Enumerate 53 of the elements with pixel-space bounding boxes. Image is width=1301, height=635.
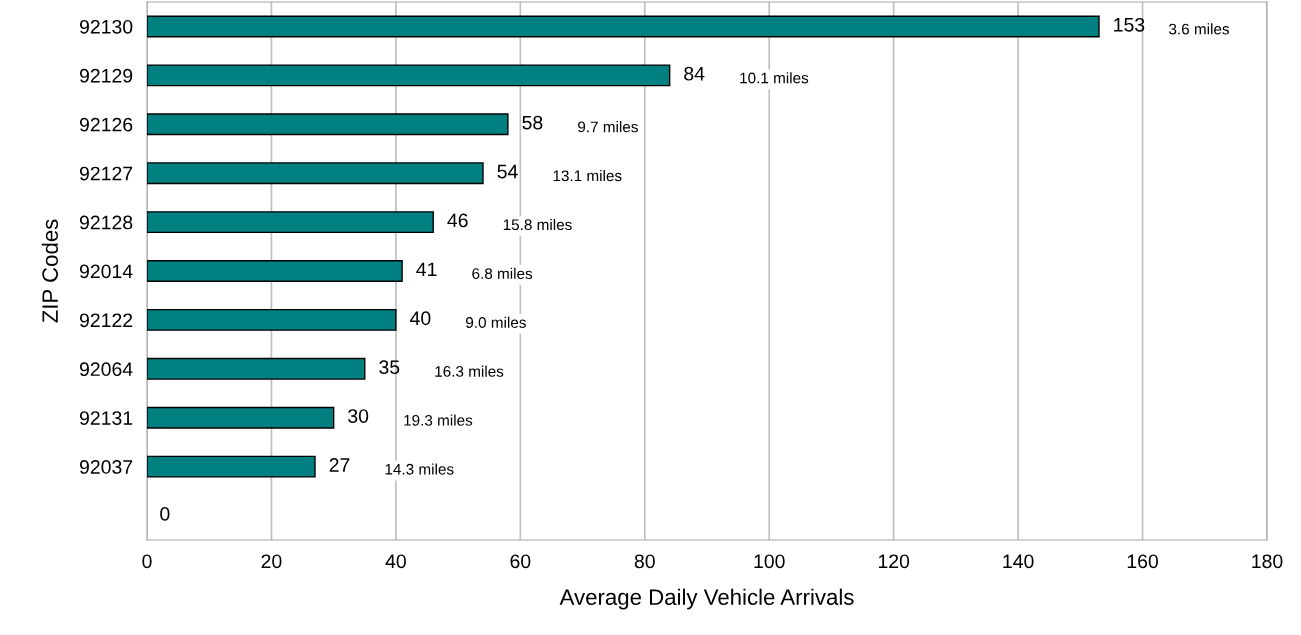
annotation: 10.1 miles <box>740 72 809 84</box>
annotation: 3.6 miles <box>1169 23 1230 35</box>
x-tick-label: 160 <box>1127 554 1159 569</box>
bar <box>147 113 509 136</box>
data-label: 0 <box>160 507 170 521</box>
annotation: 16.3 miles <box>435 365 504 377</box>
data-label: 30 <box>348 409 369 423</box>
annotation: 6.8 miles <box>472 267 533 280</box>
annotation: 13.1 miles <box>553 169 622 182</box>
x-tick-label: 140 <box>1003 554 1034 569</box>
y-axis-title: ZIP Codes <box>41 219 58 323</box>
bar <box>147 260 403 282</box>
x-tick-label: 80 <box>634 554 655 569</box>
bar <box>147 15 1100 38</box>
y-tick-label: 92122 <box>79 313 133 328</box>
x-tick-label: 60 <box>510 554 531 569</box>
data-label: 58 <box>522 115 543 130</box>
y-tick-label: 92129 <box>79 68 133 83</box>
data-label: 46 <box>447 213 468 228</box>
annotation: 14.3 miles <box>385 463 454 475</box>
y-tick-label: 92014 <box>79 264 133 279</box>
y-tick-label: 92064 <box>79 362 133 377</box>
bar <box>147 162 484 185</box>
data-label: 35 <box>379 360 400 375</box>
x-tick-label: 180 <box>1252 554 1283 569</box>
y-tick-label: 92131 <box>79 411 133 425</box>
bar <box>147 308 397 331</box>
bar <box>147 357 366 380</box>
x-axis-title: Average Daily Vehicle Arrivals <box>559 588 854 610</box>
x-tick-label: 0 <box>142 554 152 569</box>
data-label: 84 <box>684 66 705 81</box>
bar <box>147 406 335 429</box>
data-label: 40 <box>410 311 431 326</box>
annotation: 19.3 miles <box>404 414 473 426</box>
y-tick-label: 92127 <box>79 166 133 181</box>
y-tick-label: 92130 <box>79 19 133 34</box>
data-label: 54 <box>497 164 518 179</box>
bar <box>147 64 671 87</box>
annotation: 9.7 miles <box>578 121 638 133</box>
data-label: 153 <box>1114 17 1145 32</box>
data-label: 27 <box>329 458 350 472</box>
x-tick-label: 20 <box>261 554 282 569</box>
y-tick-label: 92037 <box>79 460 133 474</box>
x-tick-label: 40 <box>385 554 406 569</box>
annotation: 9.0 miles <box>466 316 526 328</box>
bar <box>147 455 316 478</box>
y-tick-label: 92128 <box>79 215 133 230</box>
data-label: 41 <box>416 262 437 277</box>
annotation: 15.8 miles <box>503 218 572 231</box>
x-tick-label: 120 <box>878 554 910 569</box>
bar <box>147 211 434 234</box>
y-tick-label: 92126 <box>79 117 133 132</box>
x-tick-label: 100 <box>754 554 785 569</box>
